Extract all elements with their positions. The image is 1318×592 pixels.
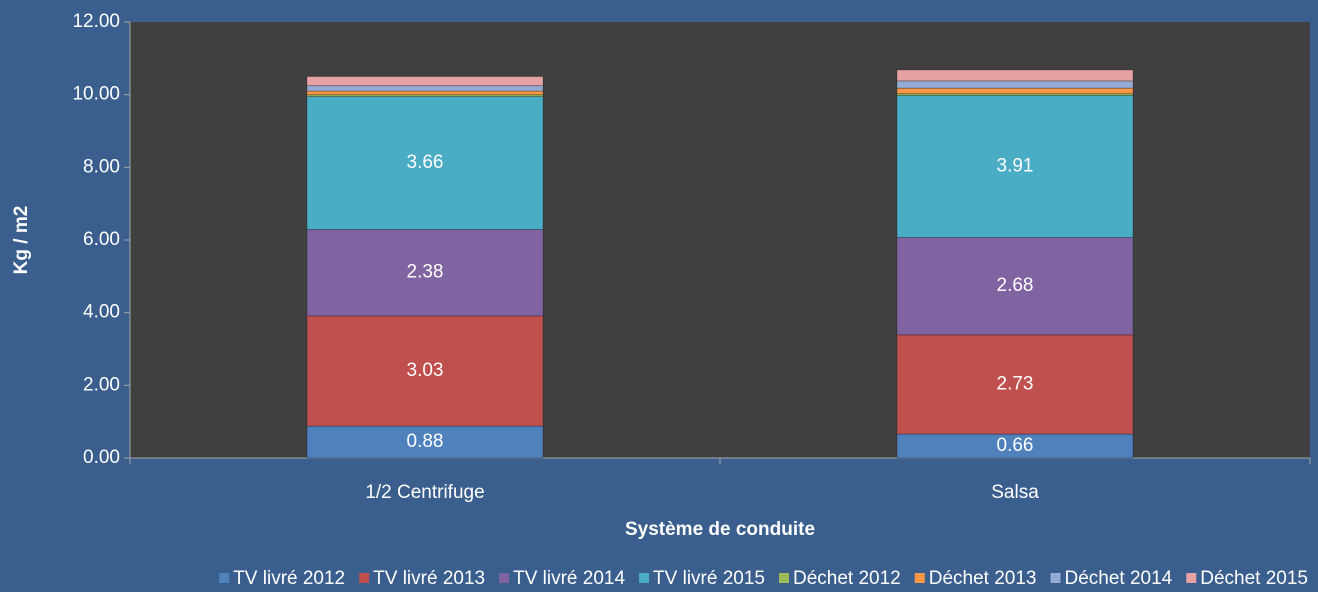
y-tick-label: 12.00 [72, 11, 120, 32]
legend-label: Déchet 2015 [1200, 568, 1308, 589]
legend-swatch [779, 573, 789, 583]
data-label: 2.73 [997, 373, 1034, 394]
bar-segment [306, 90, 544, 96]
legend-swatch [499, 573, 510, 583]
data-label: 3.03 [407, 360, 444, 381]
y-tick-label: 4.00 [83, 302, 120, 323]
bar-segment [306, 76, 544, 87]
legend-swatch [914, 573, 925, 583]
legend-label: Déchet 2013 [929, 568, 1037, 589]
bar-segment [306, 85, 544, 92]
x-tick-label: Salsa [991, 482, 1039, 503]
y-tick-label: 0.00 [83, 447, 120, 468]
legend-swatch [1050, 573, 1061, 583]
bar-segment [896, 93, 1134, 96]
bar-segment [306, 95, 544, 230]
data-label: 0.66 [997, 435, 1034, 456]
bar-segment [896, 236, 1134, 336]
y-tick-label: 8.00 [83, 156, 120, 177]
y-tick-label: 2.00 [83, 374, 120, 395]
data-label: 3.66 [407, 152, 444, 173]
bar-segment [896, 334, 1134, 435]
x-tick-label: 1/2 Centrifuge [365, 482, 484, 503]
y-tick-label: 6.00 [83, 229, 120, 250]
bar-segment [896, 87, 1134, 95]
data-label: 2.38 [407, 262, 444, 283]
y-axis-title: Kg / m2 [11, 206, 32, 275]
legend-label: TV livré 2012 [233, 568, 345, 589]
data-label: 0.88 [407, 431, 444, 452]
legend-swatch [639, 573, 650, 583]
bar-segment [896, 69, 1134, 82]
bar-segment [896, 94, 1134, 238]
legend-label: TV livré 2013 [373, 568, 485, 589]
x-axis-title: Système de conduite [625, 519, 815, 540]
legend-label: TV livré 2014 [513, 568, 625, 589]
y-tick-label: 10.00 [72, 84, 120, 105]
bar-segment [306, 228, 544, 317]
bar-segment [896, 80, 1134, 89]
bar-segment [306, 425, 544, 459]
data-label: 2.68 [997, 275, 1034, 296]
legend-swatch [219, 573, 230, 583]
bar-segment [306, 315, 544, 427]
data-label: 3.91 [997, 155, 1034, 176]
legend-label: Déchet 2014 [1065, 568, 1173, 589]
legend-swatch [1186, 573, 1197, 583]
legend-label: Déchet 2012 [793, 568, 901, 589]
legend-swatch [359, 573, 370, 583]
legend-label: TV livré 2015 [653, 568, 765, 589]
